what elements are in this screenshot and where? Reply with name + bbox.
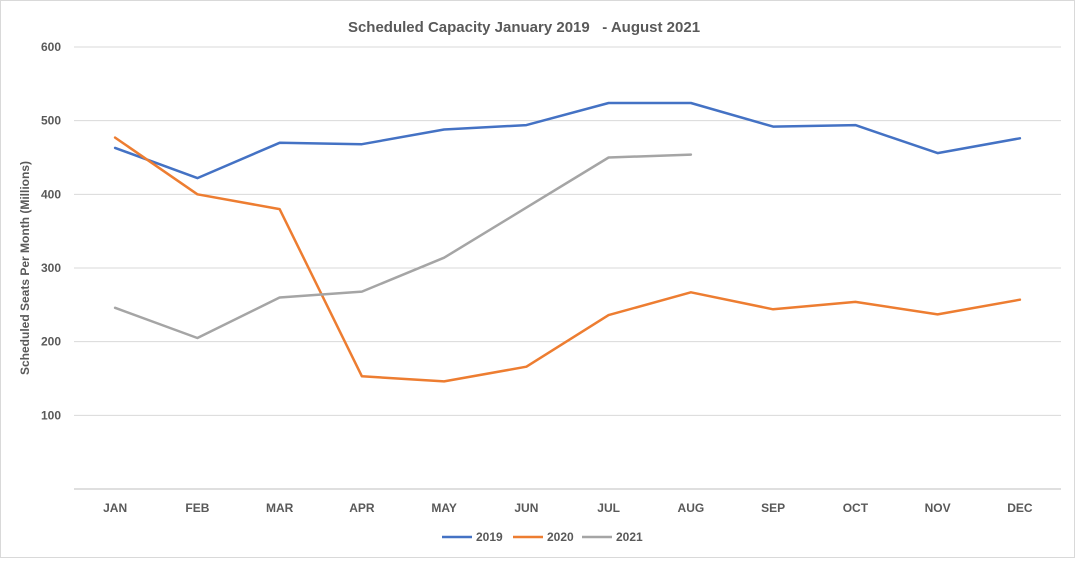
x-tick-label: SEP bbox=[761, 501, 785, 515]
x-tick-label: AUG bbox=[678, 501, 705, 515]
x-tick-label: JUL bbox=[597, 501, 620, 515]
y-tick-label: 300 bbox=[41, 261, 61, 275]
series-line-2021 bbox=[113, 153, 693, 340]
legend: 2019 2020 2021 bbox=[442, 530, 643, 544]
x-tick-label: FEB bbox=[185, 501, 209, 515]
x-axis-ticks: JAN FEB MAR APR MAY JUN JUL AUG SEP OCT NOV DEC bbox=[103, 501, 1033, 515]
x-tick-label: JUN bbox=[514, 501, 538, 515]
x-tick-label: DEC bbox=[1007, 501, 1033, 515]
y-tick-label: 200 bbox=[41, 335, 61, 349]
legend-label-2020: 2020 bbox=[547, 530, 574, 544]
y-axis-ticks: 100 200 300 400 500 600 bbox=[41, 40, 61, 422]
x-tick-label: MAR bbox=[266, 501, 294, 515]
y-tick-label: 400 bbox=[41, 187, 61, 201]
legend-label-2019: 2019 bbox=[476, 530, 503, 544]
x-tick-label: OCT bbox=[843, 501, 869, 515]
series-layer bbox=[113, 101, 1022, 383]
x-tick-label: MAY bbox=[431, 501, 457, 515]
x-tick-label: APR bbox=[349, 501, 375, 515]
gridlines bbox=[74, 46, 1061, 416]
y-tick-label: 600 bbox=[41, 40, 61, 54]
y-tick-label: 500 bbox=[41, 114, 61, 128]
x-tick-label: JAN bbox=[103, 501, 127, 515]
x-tick-label: NOV bbox=[925, 501, 951, 515]
legend-label-2021: 2021 bbox=[616, 530, 643, 544]
y-tick-label: 100 bbox=[41, 408, 61, 422]
series-line-2019 bbox=[113, 101, 1022, 180]
series-line-2020 bbox=[113, 136, 1022, 383]
chart-title: Scheduled Capacity January 2019 - August… bbox=[348, 19, 700, 36]
y-axis-label: Scheduled Seats Per Month (Millions) bbox=[18, 161, 32, 375]
